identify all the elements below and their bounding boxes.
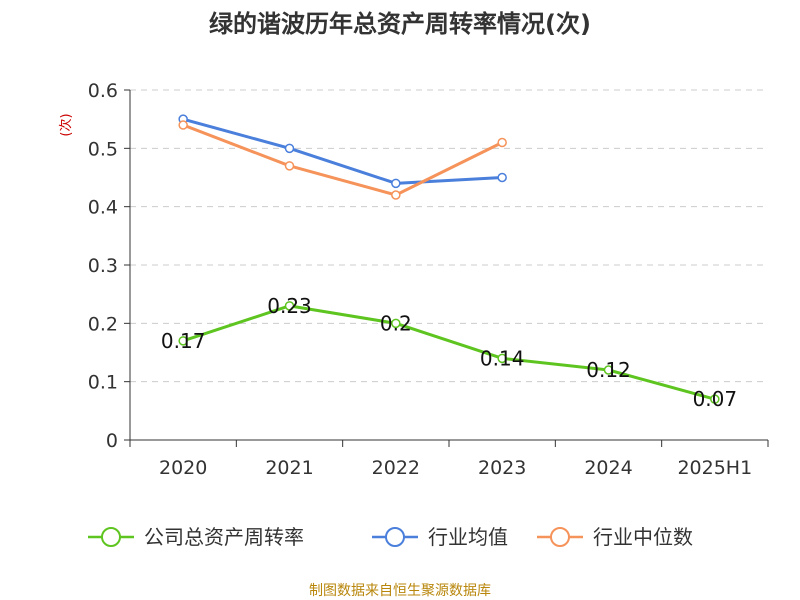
y-tick-label: 0.6 [88,80,118,102]
series-line [182,117,503,185]
legend-swatch-marker [385,527,405,547]
data-label: 0.2 [380,311,412,335]
data-point [603,365,614,375]
data-labels: 0.17 0.23 0.2 0.14 0.12 0.07 [161,294,737,411]
y-axis-label: (次) [58,113,74,136]
legend-item[interactable]: 行业中位数 [537,525,693,549]
y-tick-label: 0.1 [88,372,118,394]
data-point [497,172,507,183]
legend-swatch-marker [550,527,570,547]
data-label: 0.23 [267,294,312,318]
x-tick-label: 2025H1 [677,457,752,479]
y-tick-label: 0.5 [88,138,118,160]
data-point [497,137,507,148]
series-line [182,304,716,401]
data-point [391,318,401,329]
y-tick-label: 0 [106,430,118,452]
series-group [178,114,720,404]
data-point [178,120,188,130]
legend-label: 行业均值 [428,525,508,549]
legend-item[interactable]: 行业均值 [372,525,508,549]
data-point [710,394,720,404]
x-tick-label: 2023 [478,457,526,479]
y-tick-label: 0.2 [88,313,118,335]
legend-label: 公司总资产周转率 [144,525,304,549]
legend[interactable]: 公司总资产周转率 行业均值 行业中位数 [88,525,693,549]
data-label: 0.17 [161,329,206,353]
y-tick-label: 0.3 [88,255,118,277]
x-tick-label: 2021 [265,457,313,479]
data-label: 0.14 [480,346,525,370]
x-tick-label: 2024 [584,457,632,479]
series-line [182,123,503,197]
legend-item[interactable]: 公司总资产周转率 [88,525,304,549]
chart-title: 绿的谐波历年总资产周转率情况(次) [209,10,591,38]
data-point [284,143,295,154]
legend-label: 行业中位数 [593,525,693,549]
x-tick-label: 2022 [372,457,420,479]
data-label: 0.12 [586,358,631,382]
axes: 0 0.1 0.2 0.3 0.4 0.5 0.6 2020 2021 2022 2023 2024 2… [88,80,769,479]
data-point [284,301,295,311]
data-label: 0.07 [693,387,738,411]
x-tick-label: 2020 [159,457,207,479]
data-point [391,178,401,189]
grid [130,89,768,383]
legend-swatch-marker [101,527,121,547]
data-point [178,336,188,346]
data-point [391,190,401,200]
y-tick-label: 0.4 [88,197,118,219]
source-note: 制图数据来自恒生聚源数据库 [309,583,491,599]
data-point [284,161,295,171]
data-point [497,353,507,364]
